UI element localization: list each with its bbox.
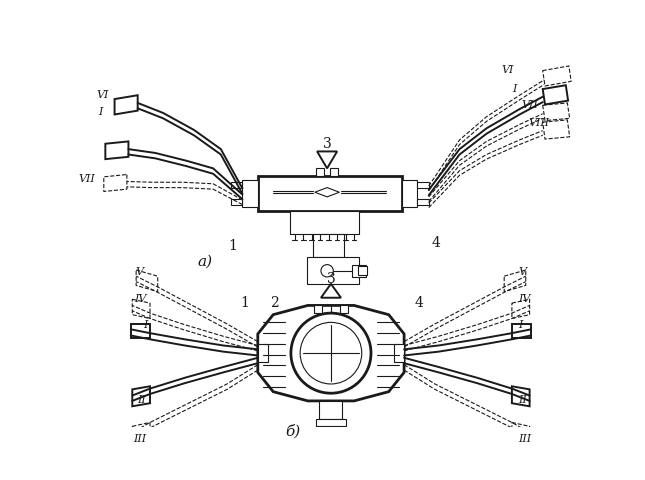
Polygon shape (313, 234, 344, 257)
Polygon shape (417, 183, 429, 188)
Polygon shape (315, 188, 339, 197)
Text: 4: 4 (432, 235, 441, 249)
Circle shape (300, 323, 362, 384)
Polygon shape (258, 306, 404, 401)
Polygon shape (358, 266, 367, 276)
Circle shape (291, 313, 371, 394)
Polygon shape (542, 86, 568, 105)
Polygon shape (317, 152, 337, 169)
Polygon shape (243, 180, 258, 207)
Polygon shape (231, 183, 243, 188)
Text: II: II (137, 395, 146, 405)
Text: VII: VII (79, 174, 95, 184)
Text: I: I (512, 84, 516, 93)
Text: 1: 1 (228, 239, 237, 253)
Polygon shape (394, 344, 404, 363)
Polygon shape (258, 344, 268, 363)
Text: V: V (518, 266, 526, 276)
Polygon shape (512, 386, 530, 407)
Text: 1: 1 (241, 295, 249, 309)
Text: II: II (518, 395, 527, 405)
Polygon shape (290, 211, 359, 234)
Text: VI: VI (502, 65, 514, 75)
Text: I: I (143, 319, 148, 329)
Text: I: I (518, 319, 522, 329)
Text: IV: IV (518, 293, 530, 303)
Text: IV: IV (134, 293, 146, 303)
Text: VII: VII (521, 100, 538, 110)
Polygon shape (315, 419, 346, 426)
Polygon shape (417, 200, 429, 205)
Text: III: III (133, 433, 146, 443)
Polygon shape (307, 257, 359, 284)
Text: VI: VI (97, 89, 109, 99)
Text: I: I (99, 107, 103, 116)
Polygon shape (316, 169, 324, 177)
Text: 3: 3 (322, 137, 332, 151)
Polygon shape (258, 177, 402, 211)
Polygon shape (330, 169, 338, 177)
Circle shape (321, 265, 333, 277)
Polygon shape (105, 142, 128, 160)
Polygon shape (131, 324, 150, 338)
Text: V: V (136, 266, 144, 276)
Polygon shape (231, 200, 243, 205)
Polygon shape (352, 265, 366, 277)
Text: III: III (518, 433, 531, 443)
Text: VIII: VIII (529, 118, 550, 128)
Text: б): б) (285, 423, 300, 437)
Polygon shape (314, 306, 322, 313)
Text: 3: 3 (326, 272, 335, 286)
Polygon shape (402, 180, 417, 207)
Text: 4: 4 (415, 295, 424, 309)
Text: 2: 2 (270, 295, 279, 309)
Polygon shape (512, 324, 531, 338)
Polygon shape (319, 401, 342, 419)
Polygon shape (340, 306, 348, 313)
Polygon shape (321, 284, 341, 298)
Polygon shape (132, 386, 150, 407)
Polygon shape (115, 96, 137, 115)
Text: а): а) (198, 254, 213, 268)
